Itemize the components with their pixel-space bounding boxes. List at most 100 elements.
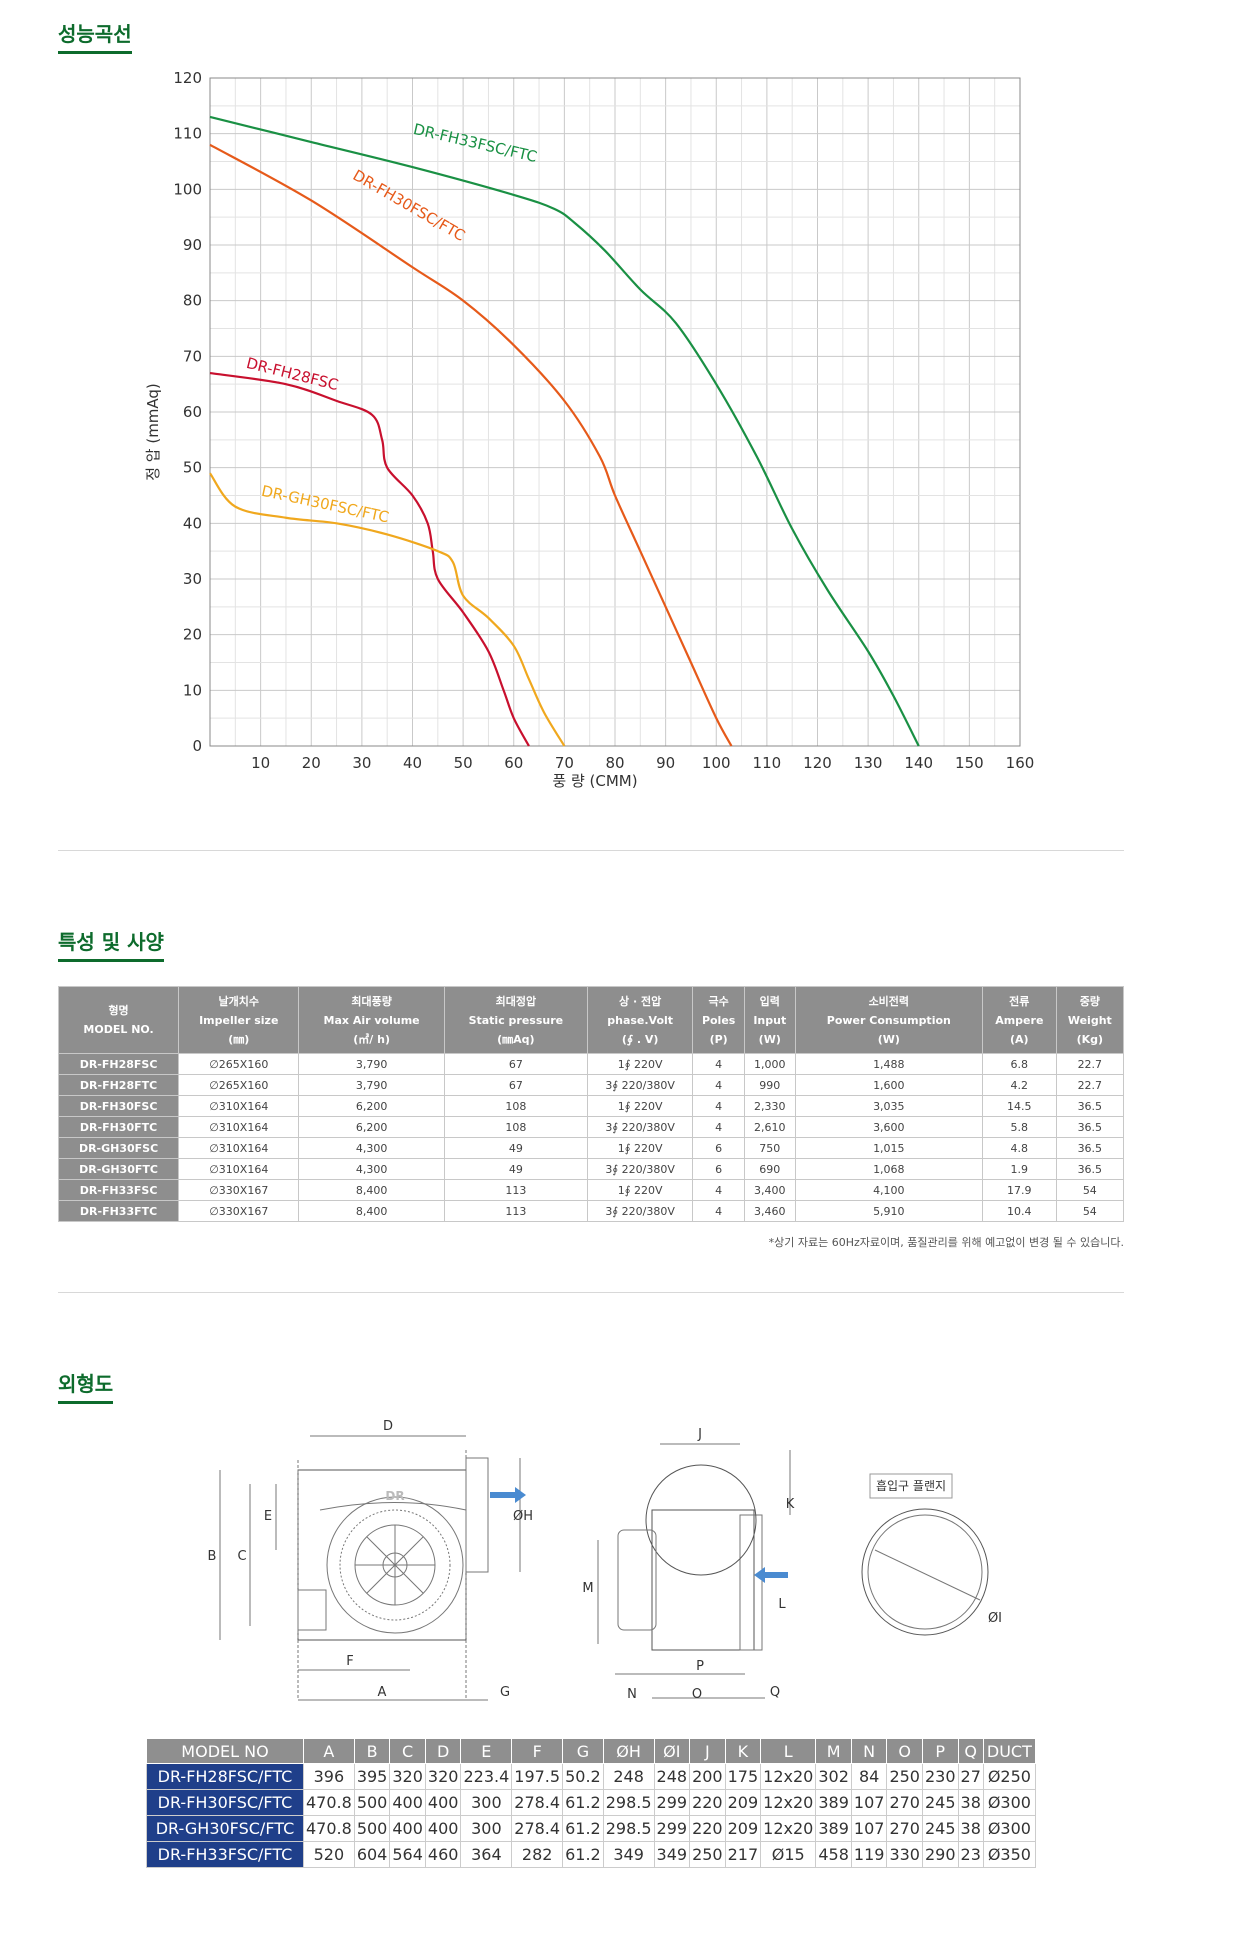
dim-cell: 400 (424, 1789, 462, 1816)
spec-cell: 3,400 (743, 1179, 796, 1201)
dim-cell: 460 (424, 1841, 462, 1868)
spec-header-en: Ampere (995, 1013, 1044, 1027)
dim-label-d: D (383, 1419, 393, 1434)
spec-cell: 4 (692, 1200, 745, 1222)
series-label: DR-GH30FSC/FTC (260, 482, 391, 527)
dim-cell: 107 (850, 1789, 888, 1816)
dim-cell: 175 (724, 1763, 762, 1790)
dim-cell: 396 (303, 1763, 355, 1790)
dim-cell: 119 (850, 1841, 888, 1868)
spec-row: DR-FH28FSC ∅265X160 3,790 67 1∮ 220V 4 1,000 1,… (57, 1053, 1125, 1075)
spec-header-ko: 최대정압 (495, 994, 537, 1008)
series-line-dr-gh30fsc-ftc (209, 472, 566, 747)
spec-cell: 1,600 (794, 1074, 983, 1096)
spec-cell: 4,300 (298, 1158, 445, 1180)
dim-cell: 12x20 (760, 1815, 817, 1842)
spec-cell: 113 (443, 1200, 588, 1222)
spec-header-ko: 극수 (708, 994, 729, 1008)
dim-cell: 302 (815, 1763, 852, 1790)
dim-header-cell: A (303, 1738, 355, 1764)
y-tick-label: 60 (183, 403, 202, 421)
front-outlet (465, 1457, 489, 1573)
spec-cell: 6 (692, 1158, 745, 1180)
spec-header-unit: (P) (709, 1032, 728, 1046)
dim-label-c: C (237, 1549, 246, 1564)
dim-cell: 520 (303, 1841, 355, 1868)
spec-cell: 3,460 (743, 1200, 796, 1222)
dim-header-cell: N (850, 1738, 888, 1764)
spec-model-cell: DR-FH28FSC (57, 1053, 180, 1075)
y-tick-label: 20 (183, 626, 202, 644)
dim-label-f: F (346, 1654, 353, 1669)
spec-cell: 14.5 (981, 1095, 1057, 1117)
dim-row: DR-FH33FSC/FTC 520 604 564 460 364 282 61.2 349 3… (146, 1841, 1036, 1868)
dim-cell: 220 (689, 1789, 726, 1816)
dim-cell: 470.8 (303, 1789, 355, 1816)
spec-cell: ∅310X164 (178, 1095, 300, 1117)
dim-cell: 84 (850, 1763, 888, 1790)
dim-cell: 299 (653, 1815, 691, 1842)
spec-header-en: phase.Volt (607, 1013, 674, 1027)
dim-cell: 270 (886, 1815, 923, 1842)
side-motor (617, 1529, 657, 1631)
spec-header-en: Poles (701, 1013, 736, 1027)
spec-row: DR-GH30FSC ∅310X164 4,300 49 1∮ 220V 6 750 1,01… (57, 1137, 1125, 1159)
dim-cell: 50.2 (562, 1763, 604, 1790)
front-housing (297, 1469, 467, 1641)
dim-header-cell: ØI (653, 1738, 691, 1764)
spec-cell: 3∮ 220/380V (586, 1074, 694, 1096)
front-motor-box (297, 1589, 327, 1631)
dim-header-cell: O (886, 1738, 923, 1764)
spec-header-cell: 입력 Input (W) (743, 986, 796, 1054)
spec-header-unit: (㎜) (228, 1032, 250, 1046)
spec-row: DR-FH33FTC ∅330X167 8,400 113 3∮ 220/380V 4 3,… (57, 1200, 1125, 1222)
spec-header-cell: 중량 Weight (Kg) (1055, 986, 1125, 1054)
spec-cell: 8,400 (298, 1179, 445, 1201)
y-tick-label: 110 (173, 125, 202, 143)
spec-cell: 1∮ 220V (586, 1179, 694, 1201)
spec-header-ko: 상 · 전압 (619, 994, 662, 1008)
spec-cell: 4,300 (298, 1137, 445, 1159)
spec-header-unit: (㎜Aq) (497, 1032, 535, 1046)
spec-model-cell: DR-FH30FSC (57, 1095, 180, 1117)
spec-model-cell: DR-GH30FTC (57, 1158, 180, 1180)
spec-header-en: Weight (1067, 1013, 1112, 1027)
spec-header-unit: (W) (758, 1032, 781, 1046)
spec-cell: 1,488 (794, 1053, 983, 1075)
dim-cell: 458 (815, 1841, 852, 1868)
spec-cell: 4 (692, 1116, 745, 1138)
x-tick-label: 140 (904, 754, 933, 772)
spec-cell: 10.4 (981, 1200, 1057, 1222)
y-tick-label: 80 (183, 292, 202, 310)
spec-cell: ∅310X164 (178, 1158, 300, 1180)
dim-cell: 61.2 (562, 1789, 604, 1816)
logo: DR (385, 1489, 404, 1503)
dim-cell: Ø350 (982, 1841, 1036, 1868)
dim-cell: 282 (511, 1841, 564, 1868)
y-tick-label: 50 (183, 459, 202, 477)
dim-cell: 197.5 (511, 1763, 564, 1790)
spec-cell: 22.7 (1055, 1053, 1125, 1075)
dim-cell: 320 (389, 1763, 426, 1790)
inlet-arrow-icon (754, 1567, 788, 1583)
spec-cell: 54 (1055, 1179, 1125, 1201)
dim-cell: 23 (957, 1841, 984, 1868)
spec-header-ko: 소비전력 (868, 994, 910, 1008)
x-tick-label: 110 (753, 754, 782, 772)
spec-cell: 4 (692, 1179, 745, 1201)
y-tick-label: 120 (173, 69, 202, 87)
dim-cell: 290 (921, 1841, 959, 1868)
spec-header-unit: (∮ . V) (621, 1032, 659, 1046)
spec-cell: 3,600 (794, 1116, 983, 1138)
dim-cell: Ø250 (982, 1763, 1036, 1790)
dim-header-cell: E (460, 1738, 513, 1764)
spec-row: DR-GH30FTC ∅310X164 4,300 49 3∮ 220/380V 6 690… (57, 1158, 1125, 1180)
flange-title: 흡입구 플랜지 (876, 1479, 946, 1493)
spec-cell: 6.8 (981, 1053, 1057, 1075)
dim-cell: 400 (424, 1815, 462, 1842)
dim-cell: 298.5 (602, 1789, 655, 1816)
dim-cell: 299 (653, 1789, 691, 1816)
spec-header-ko: 날개치수 (218, 994, 259, 1008)
chart-axis-text: 10 20 30 40 50 60 70 80 90 100 110 120 130 140 150 160 0… (144, 69, 1034, 790)
spec-cell: 1∮ 220V (586, 1053, 694, 1075)
